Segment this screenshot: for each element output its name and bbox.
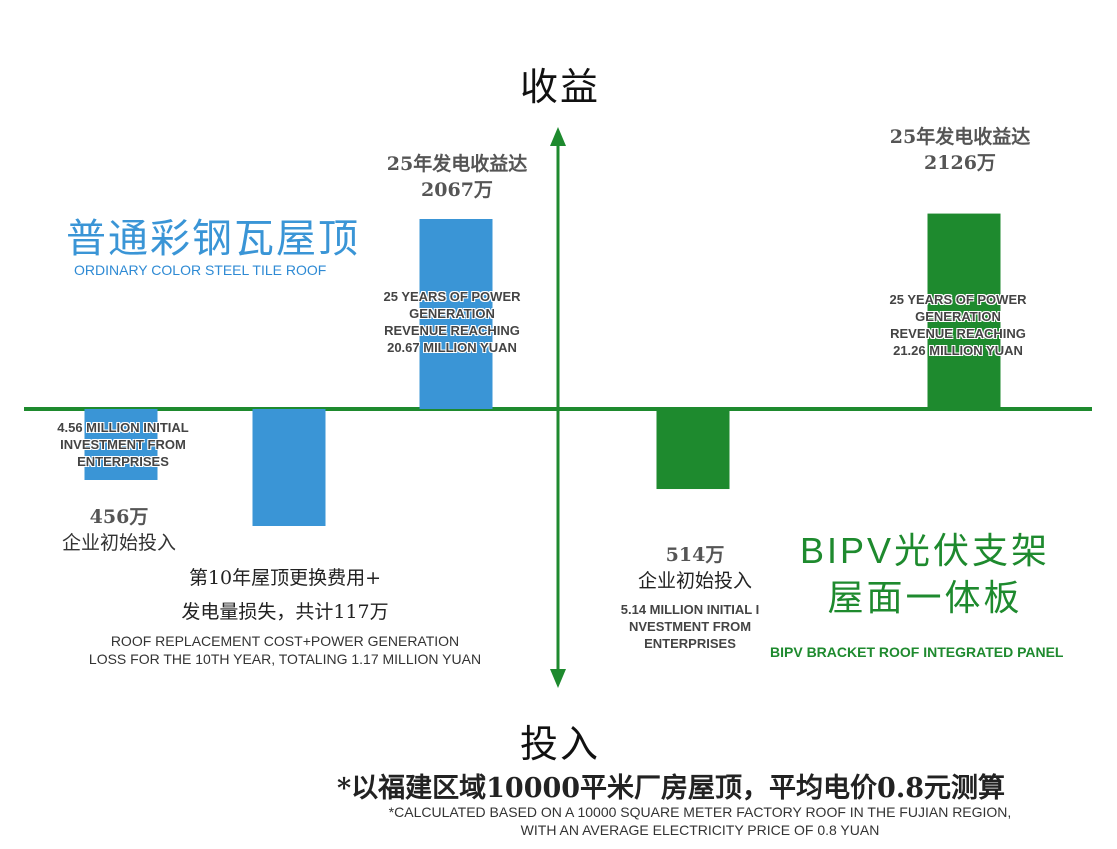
revenue-label-cn-bipv: 25年发电收益达 2126万 <box>889 126 1031 174</box>
footnote-cn: *以福建区域10000平米厂房屋顶，平均电价0.8元测算 <box>337 773 1006 804</box>
group-title-bipv: BIPV光伏支架 屋面一体板 <box>799 530 1051 619</box>
revenue-label-cn-ordinary: 25年发电收益达 2067万 <box>386 153 528 201</box>
initial-label-en-ordinary: 4.56 MILLION INITIAL INVESTMENT FROM ENT… <box>57 420 189 469</box>
bars <box>84 213 1001 526</box>
replacement-label-en-ordinary: ROOF REPLACEMENT COST+POWER GENERATION L… <box>88 633 482 667</box>
y-axis-arrow-down-icon <box>550 669 566 688</box>
initial-label-en-bipv: 5.14 MILLION INITIAL I NVESTMENT FROM EN… <box>620 602 760 651</box>
footnote-en: *CALCULATED BASED ON A 10000 SQUARE METE… <box>388 804 1012 838</box>
initial-label-cn-bipv: 514万 企业初始投入 <box>637 544 752 592</box>
group-subtitle-bipv: BIPV BRACKET ROOF INTEGRATED PANEL <box>770 644 1064 660</box>
y-axis-bottom-label: 投入 <box>520 722 601 766</box>
revenue-label-en-ordinary: 25 YEARS OF POWER GENERATION REVENUE REA… <box>383 289 521 355</box>
y-axis-top-label: 收益 <box>520 65 601 109</box>
y-axis-arrow-up-icon <box>550 127 566 146</box>
group-subtitle-ordinary: ORDINARY COLOR STEEL TILE ROOF <box>74 262 327 278</box>
bar-bipv-initial <box>656 409 730 490</box>
initial-label-cn-ordinary: 456万 企业初始投入 <box>61 506 176 554</box>
bar-ordinary-replacement <box>252 409 326 526</box>
bar-bipv-revenue <box>927 213 1001 409</box>
revenue-label-en-bipv: 25 YEARS OF POWER GENERATION REVENUE REA… <box>889 292 1027 358</box>
group-title-ordinary: 普通彩钢瓦屋顶 <box>66 216 360 262</box>
bar-ordinary-revenue <box>419 219 493 409</box>
bar-ordinary-initial <box>84 409 158 480</box>
replacement-label-cn-ordinary: 第10年屋顶更换费用+ 发电量损失，共计117万 <box>181 567 389 623</box>
